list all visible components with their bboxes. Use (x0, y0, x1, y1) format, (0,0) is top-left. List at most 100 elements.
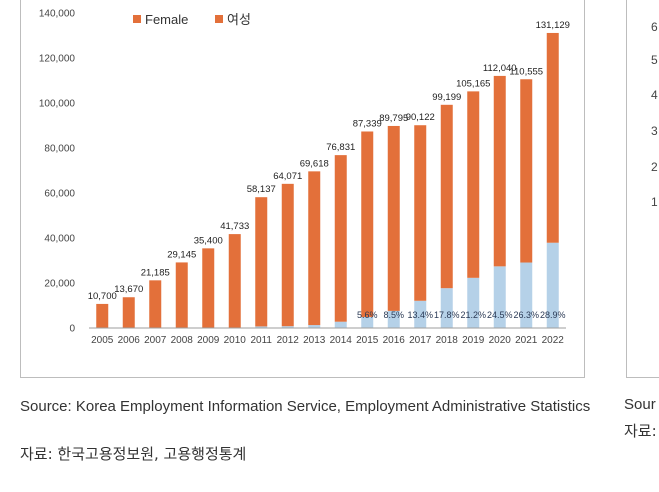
bar-total-label: 69,618 (300, 158, 329, 169)
bar-male-segment (255, 326, 268, 328)
bar-total-label: 110,555 (509, 66, 543, 77)
y-tick-label: 140,000 (39, 9, 76, 20)
male-share-label: 28.9% (540, 310, 566, 320)
male-share-label: 24.5% (487, 310, 513, 320)
bar-total-label: 76,831 (326, 142, 355, 153)
x-tick-label: 2019 (462, 335, 485, 346)
bar-total-label: 35,400 (194, 235, 223, 246)
bar-total-label: 13,670 (114, 284, 143, 295)
male-share-label: 13.4% (407, 310, 433, 320)
bar-female-segment (387, 125, 400, 311)
chart-legend: Female 여성 (133, 12, 251, 27)
y-tick-label: 100,000 (39, 99, 76, 110)
bar-male-segment (520, 262, 533, 328)
bar-total-label: 99,199 (432, 92, 461, 103)
x-tick-label: 2015 (356, 335, 379, 346)
bar-female-segment (361, 131, 374, 317)
y-tick-label: 40,000 (44, 234, 75, 245)
x-tick-label: 2008 (171, 335, 194, 346)
bar-total-label: 131,129 (536, 20, 570, 31)
bar-male-segment (440, 288, 453, 328)
bar-female-segment (255, 197, 268, 327)
y-tick-label: 0 (69, 324, 75, 335)
bar-female-segment (175, 262, 188, 328)
x-tick-label: 2018 (436, 335, 459, 346)
bar-total-label: 41,733 (220, 221, 249, 232)
bar-male-segment (308, 325, 321, 328)
bar-female-segment (281, 183, 294, 327)
bar-female-segment (96, 303, 109, 328)
y-tick-label: 80,000 (44, 144, 75, 155)
bar-total-label: 10,700 (88, 291, 117, 302)
male-share-label: 26.3% (513, 310, 539, 320)
y-tick-label: 120,000 (39, 54, 76, 65)
chart-frame: Female 여성 0 20,000 40,000 60,000 80,000 100,00… (20, 0, 585, 378)
y-tick-label: 60,000 (44, 189, 75, 200)
x-tick-label: 2009 (197, 335, 220, 346)
bar-total-label: 105,165 (456, 78, 490, 89)
x-tick-label: 2016 (383, 335, 406, 346)
x-tick-label: 2012 (277, 335, 300, 346)
adjacent-y-tick-label: 4 (651, 88, 658, 102)
bar-male-segment (334, 321, 347, 328)
x-tick-label: 2005 (91, 335, 114, 346)
x-tick-label: 2010 (224, 335, 247, 346)
bar-male-segment (281, 326, 294, 328)
bar-total-label: 89,795 (379, 113, 408, 124)
male-share-label: 17.8% (434, 310, 460, 320)
y-tick-label: 20,000 (44, 279, 75, 290)
x-tick-label: 2006 (118, 335, 141, 346)
bar-female-segment (414, 125, 427, 301)
x-tick-label: 2013 (303, 335, 326, 346)
male-share-label: 8.5% (383, 310, 404, 320)
bar-female-segment (520, 79, 533, 263)
adjacent-chart-frame: 6 5 4 3 2 1 (626, 0, 659, 378)
x-tick-label: 2011 (250, 335, 272, 346)
legend-female-swatch-ko (215, 15, 223, 23)
y-axis: 0 20,000 40,000 60,000 80,000 100,000 120,000 1… (39, 9, 76, 335)
bar-female-segment (122, 297, 135, 328)
bar-total-label: 87,339 (353, 118, 382, 129)
bar-male-segment (493, 266, 506, 328)
source-note-english: Source: Korea Employment Information Ser… (20, 398, 591, 415)
adjacent-y-tick-label: 2 (651, 160, 658, 174)
bar-male-segment (546, 242, 559, 328)
bar-male-segment (361, 316, 374, 328)
adjacent-y-tick-label: 5 (651, 53, 658, 67)
bar-male-segment (387, 310, 400, 328)
x-tick-label: 2020 (489, 335, 512, 346)
bar-female-segment (467, 91, 480, 278)
legend-female-label: Female (145, 12, 188, 27)
legend-female-swatch (133, 15, 141, 23)
bar-female-segment (334, 155, 347, 322)
adjacent-source-english: Sour (624, 396, 656, 413)
bar-total-label: 21,185 (141, 267, 170, 278)
bar-total-label: 29,145 (167, 249, 196, 260)
adjacent-y-tick-label: 6 (651, 20, 658, 34)
bar-female-segment (202, 248, 215, 328)
x-tick-label: 2022 (542, 335, 565, 346)
x-tick-label: 2014 (330, 335, 353, 346)
male-share-label: 5.6% (357, 310, 378, 320)
bar-total-label: 58,137 (247, 184, 276, 195)
source-note-korean: 자료: 한국고용정보원, 고용행정통계 (20, 445, 247, 463)
stacked-bar-chart: Female 여성 0 20,000 40,000 60,000 80,000 100,00… (39, 9, 570, 347)
bar-total-label: 90,122 (406, 112, 435, 123)
x-axis: 2005 2006 2007 2008 2009 2010 2011 2012 2013 2014… (89, 327, 566, 346)
legend-female-label-ko: 여성 (227, 12, 251, 27)
adjacent-y-tick-label: 3 (651, 124, 658, 138)
bar-male-segment (414, 300, 427, 328)
bar-female-segment (149, 280, 162, 328)
bar-total-label: 64,071 (273, 171, 302, 182)
bar-female-segment (228, 234, 241, 328)
adjacent-y-tick-label: 1 (651, 195, 658, 209)
x-tick-label: 2007 (144, 335, 167, 346)
x-tick-label: 2017 (409, 335, 432, 346)
bar-female-segment (440, 104, 453, 289)
bar-female-segment (546, 32, 559, 243)
bar-female-segment (308, 171, 321, 326)
x-tick-label: 2021 (515, 335, 538, 346)
bar-total-label: 112,040 (483, 63, 517, 74)
male-share-label: 21.2% (460, 310, 486, 320)
